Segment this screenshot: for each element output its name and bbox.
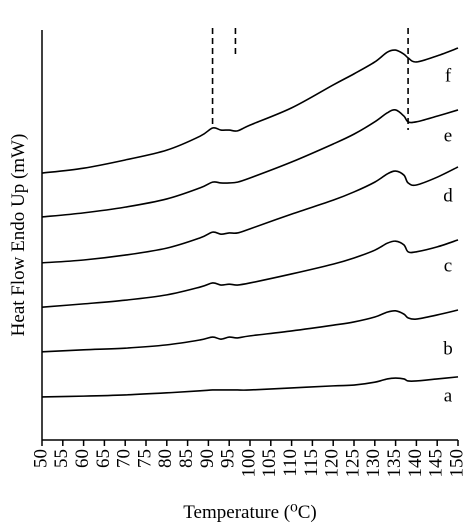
series-label: d bbox=[443, 185, 453, 206]
curve bbox=[41, 166, 459, 264]
curve bbox=[41, 109, 459, 218]
x-tick-label: 115 bbox=[301, 449, 322, 477]
x-tick-label: 95 bbox=[218, 449, 239, 468]
series-label: c bbox=[444, 255, 452, 276]
x-tick-label: 60 bbox=[72, 449, 93, 468]
x-tick-label: 85 bbox=[176, 449, 197, 468]
x-tick-label: 90 bbox=[197, 449, 218, 468]
series-label: e bbox=[444, 125, 452, 146]
x-tick-label: 140 bbox=[405, 449, 426, 478]
curve bbox=[41, 376, 459, 398]
x-axis-label: Temperature (⁰C) bbox=[183, 502, 316, 523]
series-label: f bbox=[445, 65, 452, 86]
x-tick-label: 145 bbox=[426, 449, 447, 478]
series-label: b bbox=[443, 338, 453, 359]
x-tick-label: 65 bbox=[93, 449, 114, 468]
x-tick-label: 135 bbox=[384, 449, 405, 478]
series-label: a bbox=[444, 385, 453, 406]
x-tick-label: 70 bbox=[114, 449, 135, 468]
x-tick-label: 80 bbox=[155, 449, 176, 468]
x-tick-label: 130 bbox=[363, 449, 384, 478]
x-tick-label: 75 bbox=[134, 449, 155, 468]
x-tick-label: 105 bbox=[259, 449, 280, 478]
x-tick-label: 55 bbox=[51, 449, 72, 468]
x-tick-label: 150 bbox=[446, 449, 467, 478]
x-tick-label: 125 bbox=[342, 449, 363, 478]
curve bbox=[41, 309, 459, 353]
x-tick-label: 100 bbox=[238, 449, 259, 478]
x-tick-label: 110 bbox=[280, 449, 301, 477]
x-tick-label: 120 bbox=[322, 449, 343, 478]
curve bbox=[41, 47, 459, 174]
x-tick-label: 50 bbox=[30, 449, 51, 468]
y-axis-label: Heat Flow Endo Up (mW) bbox=[8, 134, 29, 337]
curve bbox=[41, 239, 459, 308]
